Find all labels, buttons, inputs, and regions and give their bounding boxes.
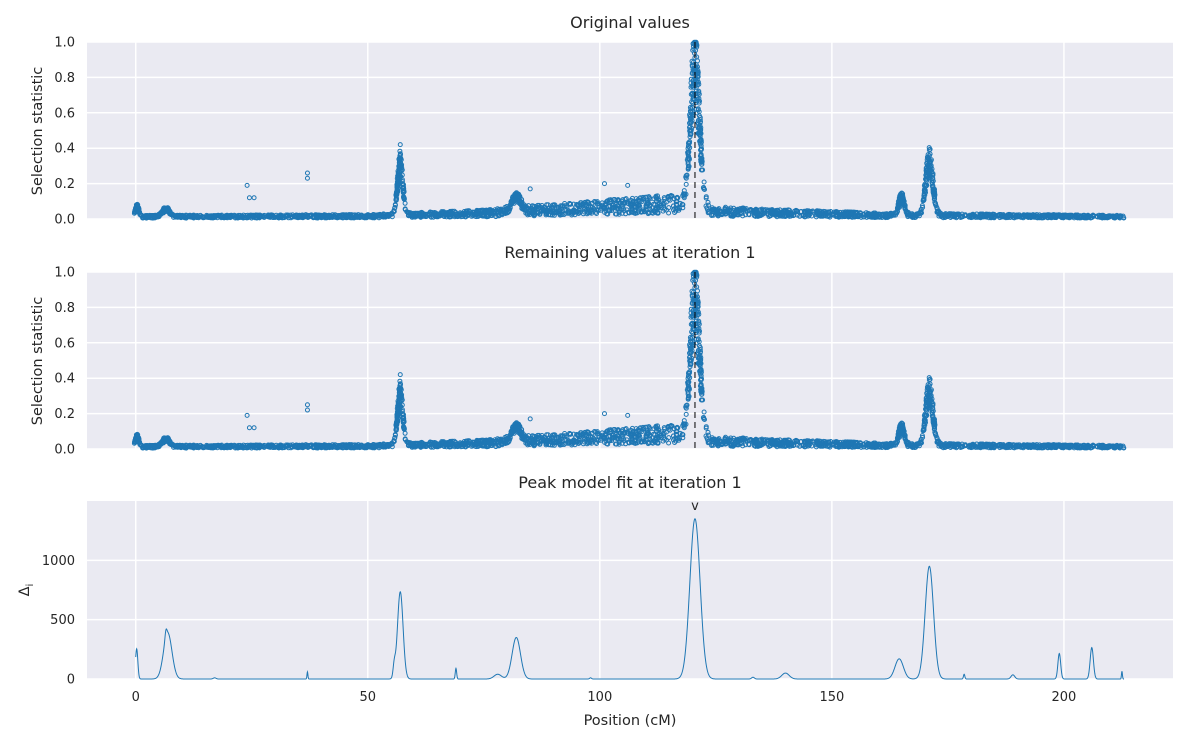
panel-original-values: 0.0 0.2 0.4 0.6 0.8 1.0 Original values Selec… (30, 13, 1173, 228)
panel-remaining-values: 0.00.20.40.60.81.0 Remaining values at i… (30, 243, 1173, 458)
y-ticks-original: 0.0 0.2 0.4 0.6 0.8 1.0 (54, 36, 75, 228)
y-tick-label: 1.0 (54, 36, 75, 51)
plot-area-original (87, 42, 1173, 219)
scatter-point (569, 212, 575, 218)
y-tick-label: 0.2 (54, 177, 75, 192)
y-tick-label: 0.6 (54, 106, 75, 121)
y-tick-label: 0.8 (54, 71, 75, 86)
y-tick-label: 0.4 (54, 142, 75, 157)
y-tick-label: 0.0 (54, 213, 75, 228)
scatter-point (703, 194, 709, 200)
y-axis-label-original: Selection statistic (30, 67, 46, 196)
panel-title-original: Original values (570, 13, 690, 32)
scatter-point (641, 208, 647, 214)
plot-area-remaining (87, 272, 1173, 449)
